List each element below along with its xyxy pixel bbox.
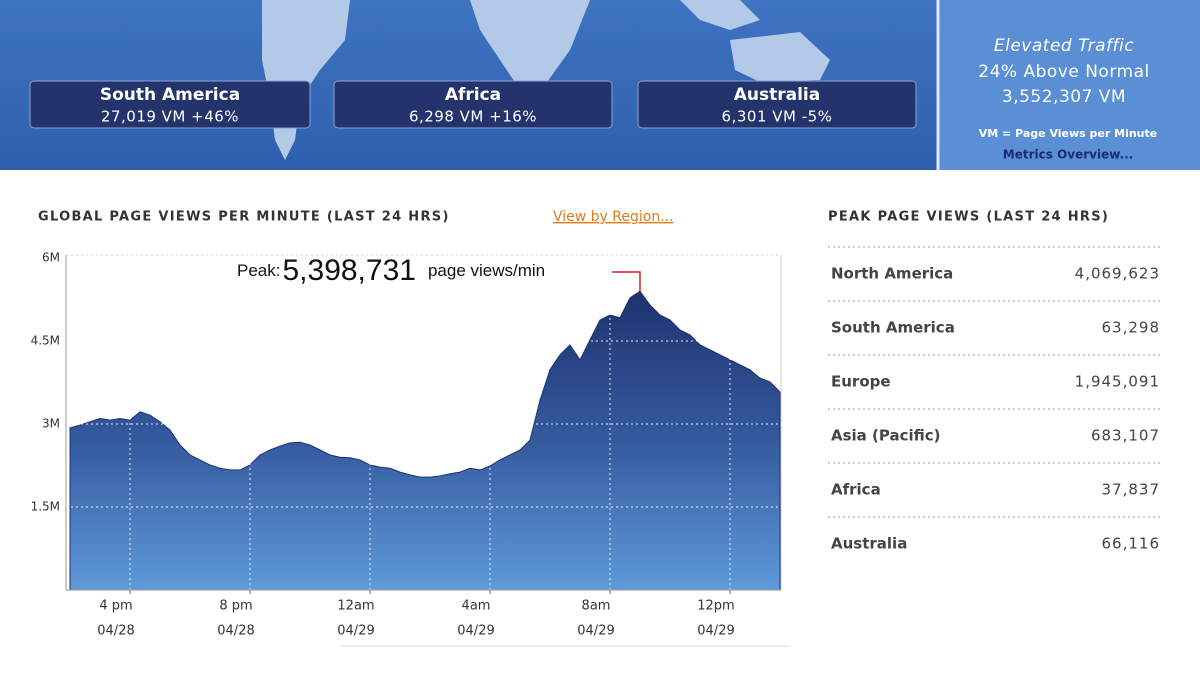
- region-stat: 6,301 VM -5%: [722, 108, 833, 126]
- region-box[interactable]: [333, 80, 613, 129]
- row-name: Australia: [831, 535, 907, 553]
- region-name: Africa: [445, 85, 501, 105]
- peak-marker: [612, 271, 641, 292]
- y-tick-label: 1.5M: [31, 500, 60, 514]
- row-value: 63,298: [1102, 319, 1161, 337]
- peak-suffix: page views/min: [428, 261, 545, 280]
- region-box[interactable]: [637, 80, 917, 129]
- region-stat: 6,298 VM +16%: [409, 108, 537, 126]
- row-value: 37,837: [1102, 481, 1161, 499]
- x-tick-label: 8am: [582, 599, 611, 614]
- peak-value: 5,398,731: [282, 254, 415, 287]
- summary-title: Elevated Traffic: [994, 36, 1134, 56]
- row-name: Asia (Pacific): [831, 427, 941, 445]
- x-tick-label: 04/29: [697, 624, 734, 639]
- x-tick-label: 04/28: [97, 624, 134, 639]
- y-tick-label: 6M: [42, 251, 60, 265]
- row-name: Africa: [831, 481, 881, 499]
- x-tick-label: 12am: [337, 599, 374, 614]
- summary-line: 3,552,307 VM: [1002, 87, 1126, 107]
- area: [69, 290, 781, 591]
- summary-note: VM = Page Views per Minute: [979, 127, 1157, 140]
- summary-line: 24% Above Normal: [978, 62, 1149, 82]
- x-tick-label: 8 pm: [219, 599, 252, 614]
- region-box[interactable]: [29, 80, 311, 129]
- x-tick-label: 04/29: [337, 624, 374, 639]
- chart-link[interactable]: View by Region...: [553, 209, 674, 225]
- summary-link[interactable]: Metrics Overview...: [1003, 148, 1133, 162]
- x-tick-label: 4am: [462, 599, 491, 614]
- peak-prefix: Peak:: [237, 261, 280, 280]
- map-asia-australia: [680, 0, 830, 82]
- x-tick-label: 4 pm: [99, 599, 132, 614]
- y-tick-label: 4.5M: [31, 334, 60, 348]
- x-tick-label: 04/29: [457, 624, 494, 639]
- row-name: Europe: [831, 373, 891, 391]
- summary-panel: [938, 0, 1200, 170]
- x-tick-label: 12pm: [697, 599, 734, 614]
- row-value: 1,945,091: [1075, 373, 1160, 391]
- row-name: North America: [831, 265, 953, 283]
- x-tick-label: 04/28: [217, 624, 254, 639]
- row-value: 683,107: [1091, 427, 1160, 445]
- x-tick-label: 04/29: [577, 624, 614, 639]
- table-title: PEAK PAGE VIEWS (LAST 24 HRS): [828, 210, 1109, 225]
- row-name: South America: [831, 319, 955, 337]
- region-stat: 27,019 VM +46%: [101, 108, 239, 126]
- chart-title: GLOBAL PAGE VIEWS PER MINUTE (LAST 24 HR…: [38, 210, 450, 225]
- region-name: Australia: [734, 85, 821, 105]
- chart: 1.5M 3M 4.5M 6M 4 pm 04/28 8 pm 04/28 12am 04/29 4…: [31, 251, 782, 639]
- map-africa: [470, 0, 590, 90]
- y-tick-label: 3M: [42, 417, 60, 431]
- row-value: 66,116: [1102, 535, 1161, 553]
- peak-table: North America 4,069,623 South America 63,29…: [828, 246, 1163, 553]
- peak-annotation: Peak:5,398,731 page views/min: [237, 254, 545, 287]
- region-name: South America: [100, 85, 240, 105]
- row-value: 4,069,623: [1075, 265, 1160, 283]
